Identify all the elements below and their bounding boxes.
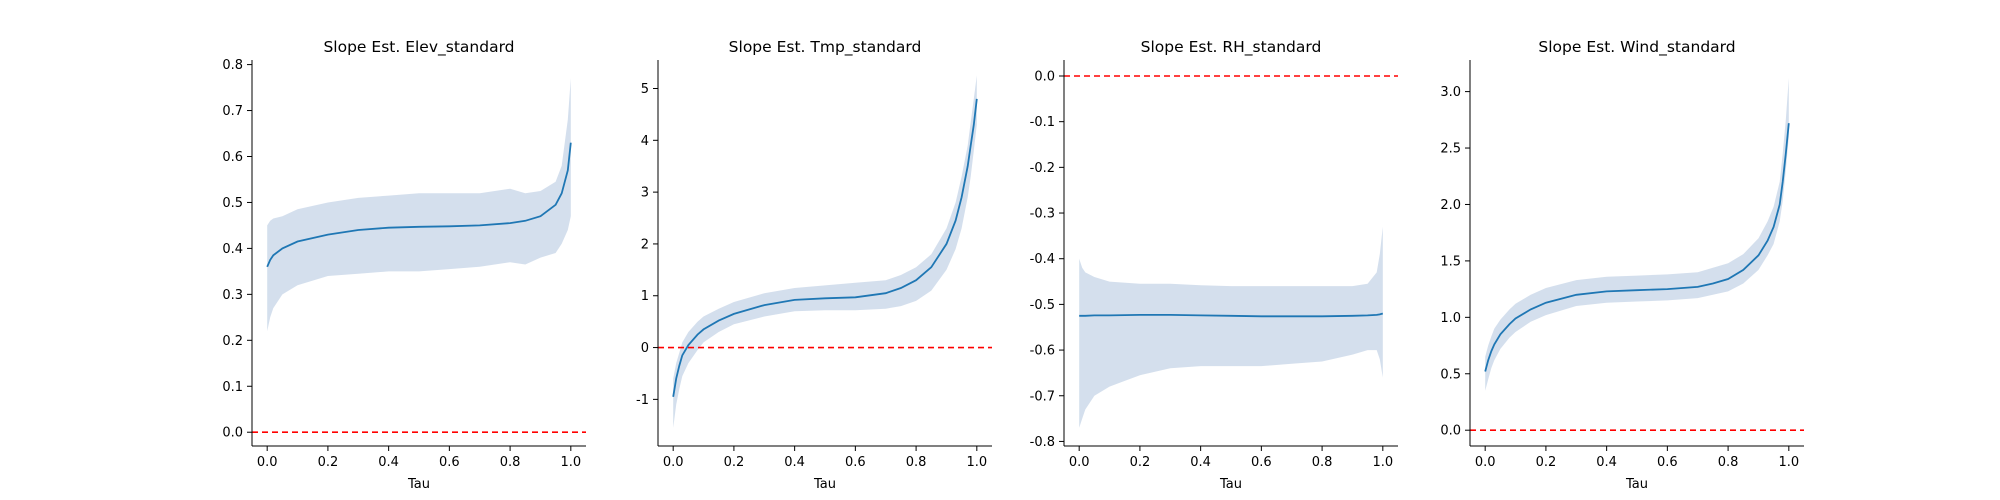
- y-tick-label: 0: [641, 341, 649, 356]
- confidence-band: [267, 78, 571, 332]
- x-axis-label: Tau: [1219, 477, 1242, 492]
- x-tick-label: 0.8: [500, 455, 521, 470]
- y-tick-label: -0.1: [1030, 115, 1055, 130]
- y-tick-label: 1.5: [1440, 254, 1461, 269]
- y-tick-label: -1: [636, 393, 649, 408]
- x-tick-label: 0.2: [724, 455, 745, 470]
- x-tick-label: 0.4: [784, 455, 805, 470]
- x-tick-label: 0.6: [1657, 455, 1678, 470]
- x-tick-label: 0.0: [663, 455, 684, 470]
- x-tick-label: 0.4: [378, 455, 399, 470]
- y-tick-label: -0.2: [1030, 161, 1055, 176]
- x-tick-label: 1.0: [966, 455, 987, 470]
- y-tick-label: 0.4: [222, 242, 243, 257]
- y-tick-label: 4: [641, 134, 649, 149]
- x-tick-label: 0.0: [1069, 455, 1090, 470]
- panel-rh: Slope Est. RH_standard Tau 0.0 0.2 0.4 0.6 0…: [1030, 38, 1398, 492]
- x-tick-label: 1.0: [1372, 455, 1393, 470]
- y-tick-label: 2.0: [1440, 198, 1461, 213]
- y-tick-label: 5: [641, 82, 649, 97]
- panel-tmp: Slope Est. Tmp_standard Tau 0.0 0.2 0.4 0.6…: [636, 38, 992, 492]
- x-tick-label: 0.2: [318, 455, 339, 470]
- x-axis-label: Tau: [813, 477, 836, 492]
- confidence-band: [1485, 78, 1789, 391]
- x-tick-label: 0.2: [1536, 455, 1557, 470]
- x-tick-label: 0.2: [1130, 455, 1151, 470]
- y-tick-label: 0.0: [1440, 424, 1461, 439]
- y-tick-label: -0.3: [1030, 207, 1055, 222]
- x-tick-label: 0.6: [1251, 455, 1272, 470]
- x-tick-label: 1.0: [1778, 455, 1799, 470]
- panel-elev: Slope Est. Elev_standard Tau 0.0 0.2 0.4 0.…: [222, 38, 586, 492]
- y-tick-label: 0.5: [1440, 367, 1461, 382]
- confidence-band: [673, 75, 977, 428]
- y-tick-label: 3.0: [1440, 85, 1461, 100]
- y-tick-label: -0.6: [1030, 344, 1055, 359]
- y-tick-label: 0.1: [222, 380, 243, 395]
- confidence-band: [1079, 226, 1383, 428]
- x-tick-label: 0.6: [845, 455, 866, 470]
- y-tick-label: -0.4: [1030, 252, 1055, 267]
- x-tick-label: 0.6: [439, 455, 460, 470]
- x-tick-label: 0.4: [1596, 455, 1617, 470]
- y-tick-label: -0.7: [1030, 389, 1055, 404]
- y-tick-label: 0.8: [222, 58, 243, 73]
- y-tick-label: 1.0: [1440, 311, 1461, 326]
- chart-title: Slope Est. RH_standard: [1141, 38, 1322, 57]
- x-axis-label: Tau: [1625, 477, 1648, 492]
- chart-title: Slope Est. Wind_standard: [1538, 38, 1735, 57]
- y-tick-label: 0.2: [222, 334, 243, 349]
- y-tick-label: -0.8: [1030, 435, 1055, 450]
- x-tick-label: 0.0: [1475, 455, 1496, 470]
- y-tick-label: 0.0: [222, 426, 243, 441]
- x-tick-label: 0.8: [1718, 455, 1739, 470]
- y-tick-label: 3: [641, 186, 649, 201]
- chart-title: Slope Est. Elev_standard: [323, 38, 514, 57]
- x-tick-label: 1.0: [560, 455, 581, 470]
- x-tick-label: 0.4: [1190, 455, 1211, 470]
- x-axis-label: Tau: [407, 477, 430, 492]
- y-tick-label: 2.5: [1440, 142, 1461, 157]
- y-tick-label: 0.6: [222, 150, 243, 165]
- estimate-line: [266, 142, 572, 268]
- x-tick-label: 0.0: [257, 455, 278, 470]
- y-tick-label: 1: [641, 289, 649, 304]
- panel-wind: Slope Est. Wind_standard Tau 0.0 0.2 0.4 0.…: [1440, 38, 1804, 492]
- y-tick-label: 0.5: [222, 196, 243, 211]
- estimate-line: [672, 98, 978, 397]
- x-tick-label: 0.8: [906, 455, 927, 470]
- estimate-line: [1079, 312, 1384, 318]
- x-tick-label: 0.8: [1312, 455, 1333, 470]
- y-tick-label: 0.0: [1034, 69, 1055, 84]
- y-tick-label: 0.7: [222, 104, 243, 119]
- estimate-line: [1484, 123, 1790, 372]
- y-tick-label: 2: [641, 237, 649, 252]
- chart-title: Slope Est. Tmp_standard: [729, 38, 922, 57]
- y-tick-label: -0.5: [1030, 298, 1055, 313]
- y-tick-label: 0.3: [222, 288, 243, 303]
